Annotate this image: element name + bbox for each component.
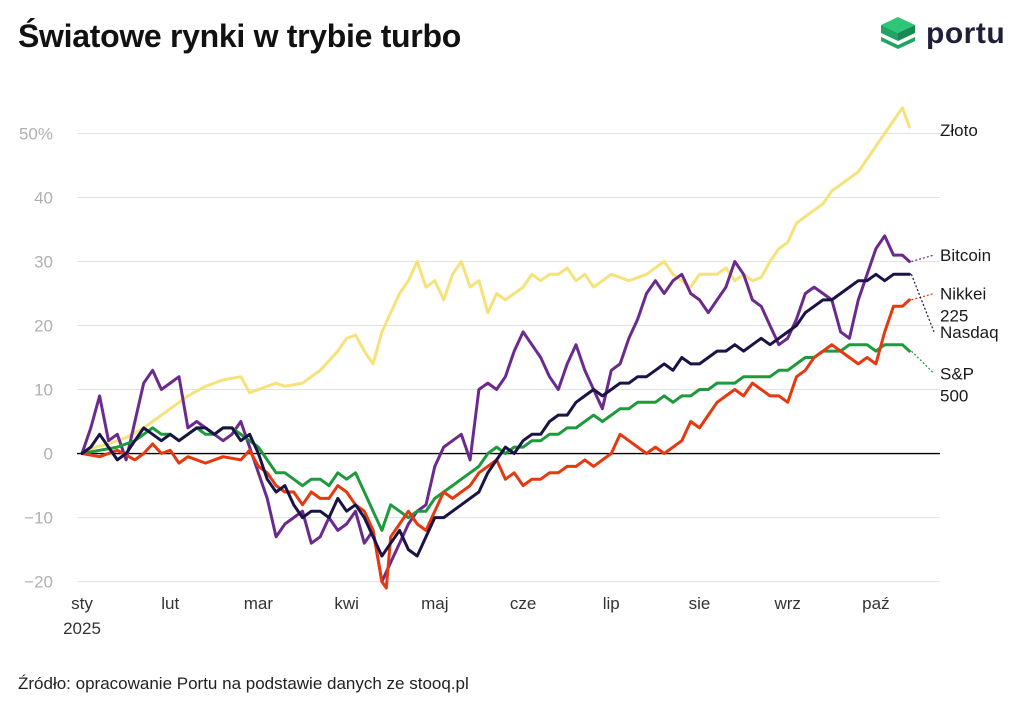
- x-tick-label: sty: [71, 594, 93, 613]
- chart-title: Światowe rynki w trybie turbo: [18, 18, 461, 54]
- series-line-s-p-500: [80, 343, 911, 532]
- x-tick-label: kwi: [334, 594, 359, 613]
- y-tick-label: 10: [34, 381, 53, 400]
- series-end-label: S&P: [940, 365, 974, 384]
- x-tick-year-label: 2025: [63, 619, 101, 638]
- x-tick-label: lip: [603, 594, 620, 613]
- x-tick-label: cze: [510, 594, 536, 613]
- series-end-label: 500: [940, 387, 968, 406]
- label-connector: [910, 350, 935, 374]
- source-note: Źródło: opracowanie Portu na podstawie d…: [18, 674, 469, 693]
- x-tick-label: lut: [161, 594, 179, 613]
- x-tick-label: maj: [421, 594, 448, 613]
- portu-logo: portu: [878, 14, 1005, 54]
- series-line-z-oto: [80, 106, 911, 455]
- x-tick-label: mar: [244, 594, 274, 613]
- y-tick-label: 50%: [19, 124, 53, 143]
- stacked-cube-icon: [881, 17, 915, 49]
- y-tick-label: 30: [34, 252, 53, 271]
- y-tick-label: −10: [24, 509, 53, 528]
- y-tick-label: 40: [34, 188, 53, 207]
- line-chart: −20 −10 0 10 20 30 40 50% sty lut mar kwi maj cze lip s…: [19, 106, 999, 638]
- y-tick-label: 20: [34, 316, 53, 335]
- x-tick-label: paź: [862, 594, 889, 613]
- label-connector: [910, 274, 935, 333]
- label-connector: [911, 254, 935, 263]
- x-tick-label: sie: [689, 594, 711, 613]
- logo-text: portu: [926, 17, 1006, 50]
- series-line-nikkei-225: [80, 298, 911, 590]
- y-tick-label: −20: [24, 573, 53, 592]
- series-line-bitcoin: [80, 234, 911, 584]
- series-end-label: Bitcoin: [940, 246, 991, 265]
- series-end-label: Nasdaq: [940, 323, 999, 342]
- x-tick-label: wrz: [773, 594, 800, 613]
- series-end-label: 225: [940, 306, 968, 325]
- series-line-nasdaq: [80, 272, 911, 558]
- series-end-label: Nikkei: [940, 284, 986, 303]
- y-tick-label: 0: [44, 445, 53, 464]
- label-connector: [911, 292, 935, 301]
- series-end-label: Złoto: [940, 121, 978, 140]
